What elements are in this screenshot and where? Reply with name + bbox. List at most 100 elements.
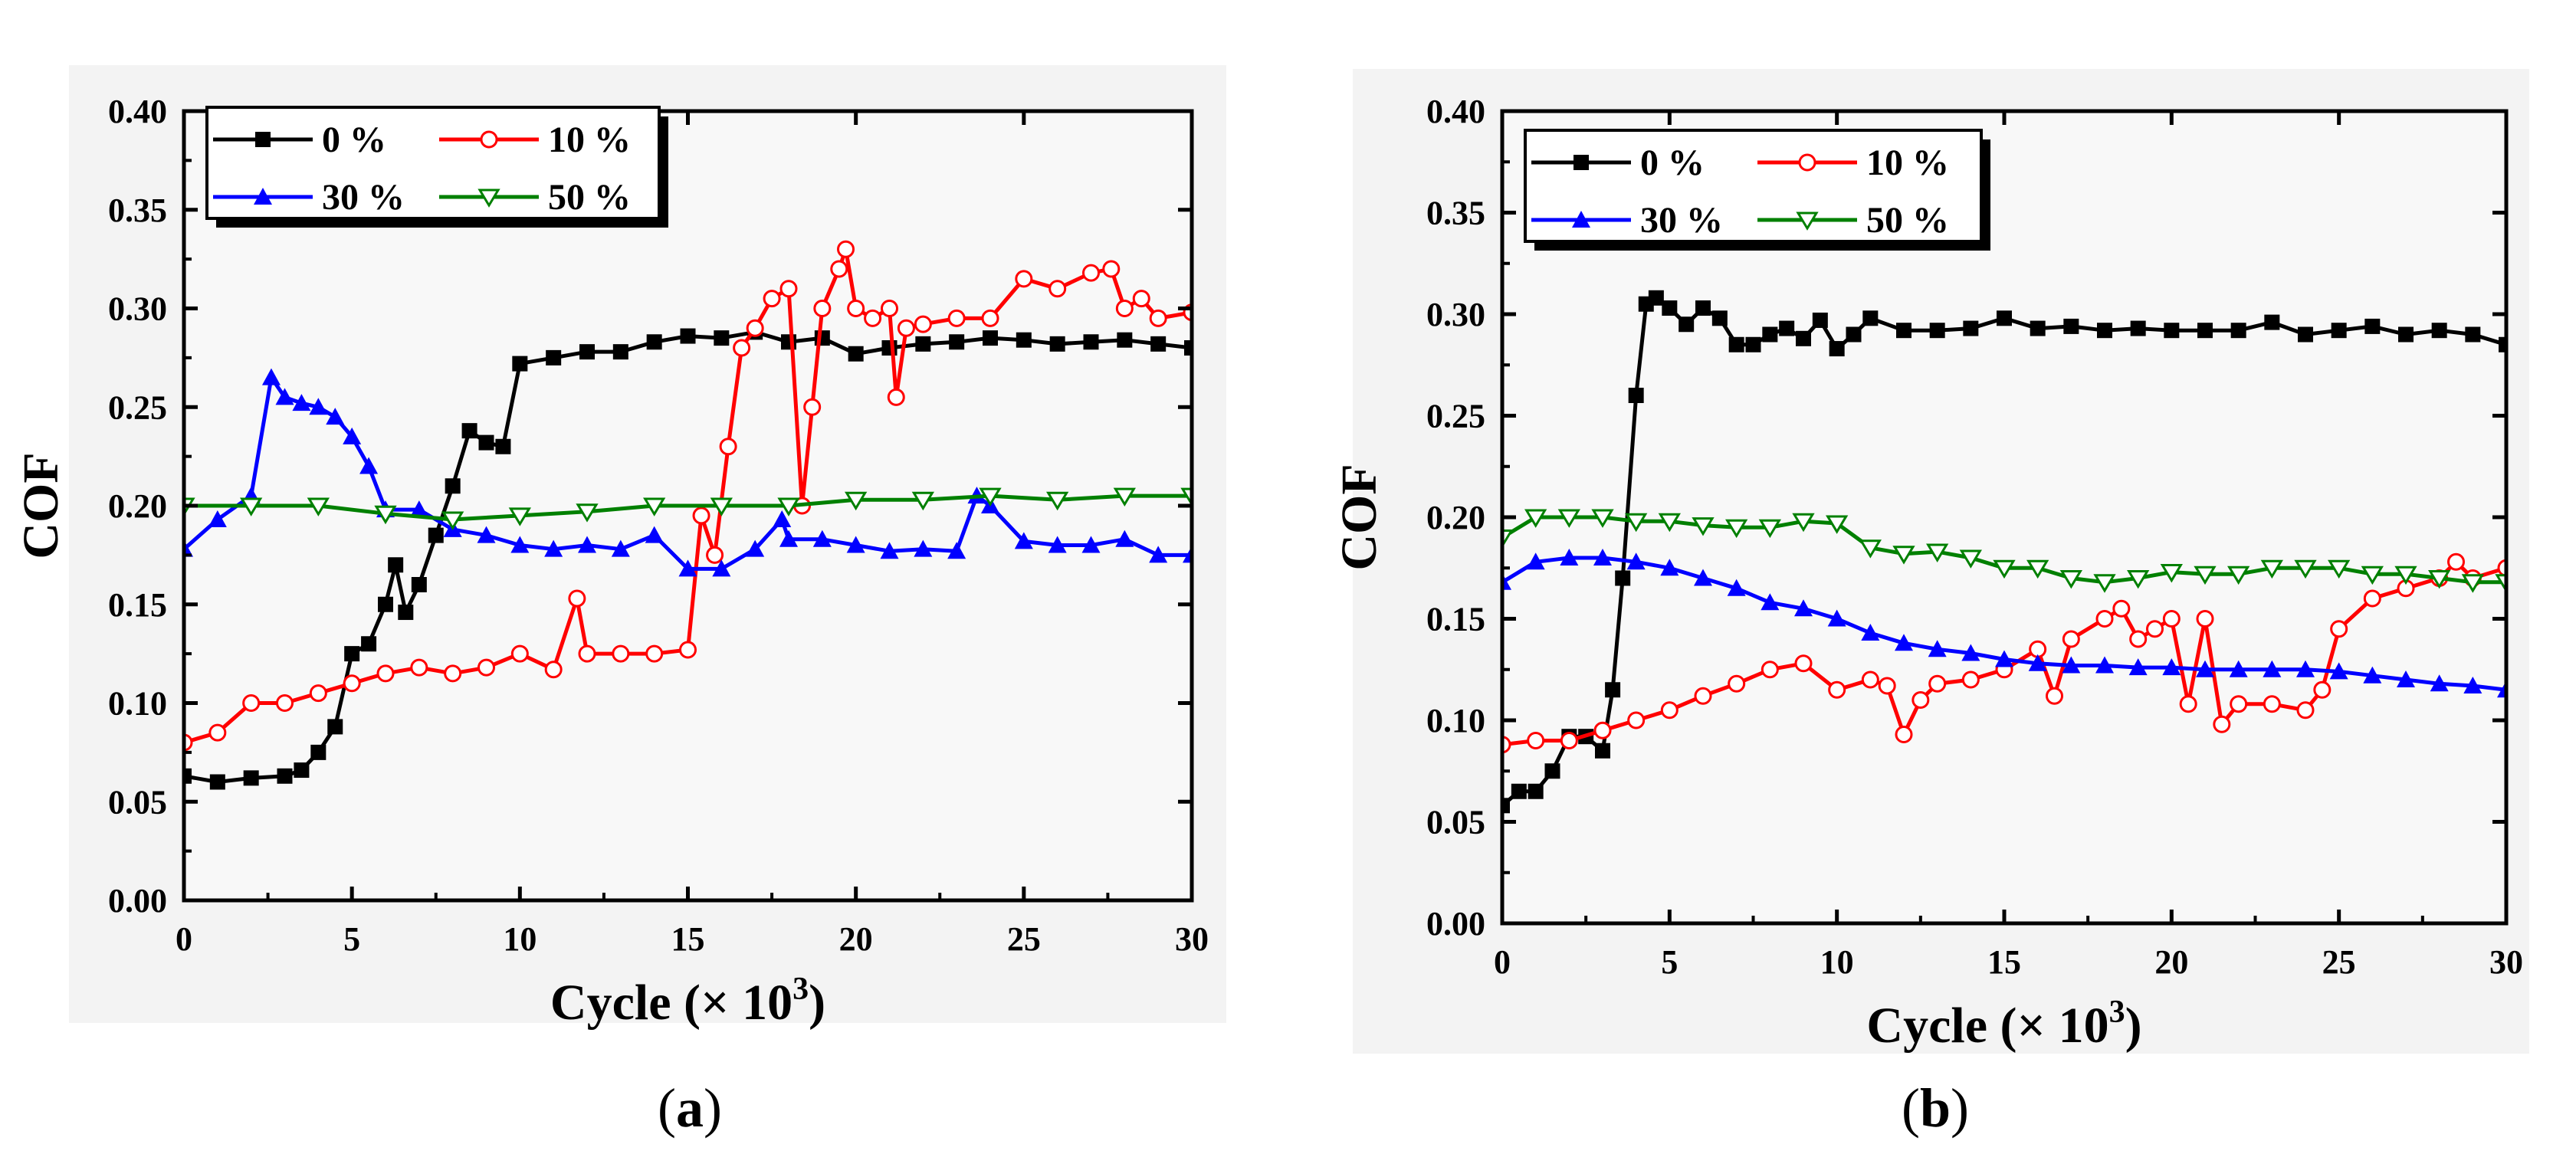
- legend-marker: [477, 189, 500, 208]
- data-point: [477, 526, 496, 543]
- data-point: [897, 319, 915, 337]
- y-tick-label: 0.15: [1426, 601, 1485, 638]
- data-point: [830, 260, 848, 278]
- data-point: [1828, 680, 1846, 699]
- data-point: [2428, 570, 2451, 589]
- data-point: [184, 539, 193, 557]
- data-point: [1895, 634, 1913, 651]
- data-point: [1846, 326, 1862, 343]
- data-point: [2229, 660, 2248, 677]
- data-point: [1859, 539, 1882, 559]
- data-point: [410, 658, 428, 677]
- data-point: [2364, 318, 2381, 334]
- x-tick-label: 10: [1820, 943, 1854, 981]
- data-point: [1694, 687, 1712, 705]
- data-point: [2447, 552, 2465, 571]
- data-point: [544, 661, 563, 679]
- data-point: [979, 487, 1002, 507]
- data-point: [307, 497, 330, 516]
- data-point: [1048, 536, 1067, 553]
- data-point: [508, 507, 531, 526]
- y-tick-label: 0.40: [108, 93, 167, 130]
- data-point: [276, 694, 294, 712]
- chart-panel-a: 0 5 10 15 20 25 30 0.00 0.05 0.10 0.15 0.20 0.25 0.30…: [13, 65, 1226, 1139]
- data-point: [544, 539, 563, 557]
- data-point: [1183, 546, 1192, 563]
- legend-marker: [254, 188, 272, 205]
- data-point: [746, 319, 764, 337]
- data-point: [1794, 654, 1813, 673]
- data-point: [2164, 323, 2180, 339]
- data-point: [1692, 517, 1715, 536]
- data-point: [763, 290, 781, 308]
- data-point: [714, 330, 730, 346]
- data-point: [1812, 312, 1828, 328]
- data-point: [779, 529, 798, 547]
- data-point: [733, 339, 751, 357]
- data-point: [240, 497, 263, 516]
- data-point: [1961, 670, 1980, 689]
- data-point: [1762, 326, 1778, 343]
- y-tick-label: 0.30: [108, 290, 167, 328]
- data-point: [1794, 599, 1813, 617]
- data-point: [2059, 570, 2082, 589]
- data-point: [1117, 332, 1133, 348]
- x-axis-label: Cycle (× 103): [1866, 995, 2141, 1054]
- data-point: [578, 644, 596, 663]
- data-point: [2112, 599, 2131, 618]
- legend-marker: [1796, 211, 1819, 231]
- data-point: [411, 577, 427, 592]
- data-point: [578, 536, 596, 553]
- data-point: [1184, 340, 1192, 356]
- legend-label: 0 %: [1640, 143, 1705, 183]
- data-point: [292, 394, 311, 411]
- data-point: [1963, 320, 1979, 336]
- panel-caption: (b): [1902, 1077, 1969, 1139]
- data-point: [1102, 260, 1121, 278]
- data-point: [1826, 515, 1849, 534]
- data-point: [1660, 559, 1679, 576]
- data-point: [1593, 721, 1612, 739]
- x-tick-label: 15: [1987, 943, 2021, 981]
- data-point: [209, 774, 225, 790]
- data-point: [1761, 661, 1779, 679]
- data-point: [512, 356, 528, 372]
- y-tick-label: 0.20: [108, 487, 167, 525]
- data-point: [915, 336, 931, 352]
- data-point: [184, 768, 192, 784]
- data-point: [746, 539, 765, 557]
- data-point: [2026, 559, 2049, 579]
- legend-marker: [1572, 211, 1590, 228]
- data-point: [2128, 658, 2148, 676]
- x-tick-label: 20: [839, 920, 873, 958]
- data-point: [2062, 656, 2081, 674]
- series-line: [184, 493, 1192, 522]
- data-point: [1150, 336, 1167, 352]
- y-tick-label: 0.30: [1426, 296, 1485, 333]
- x-tick-label: 30: [1175, 920, 1209, 958]
- data-point: [1761, 593, 1780, 611]
- data-point: [1997, 310, 2012, 326]
- data-point: [864, 309, 882, 327]
- legend-label: 30 %: [322, 177, 405, 218]
- data-point: [1115, 300, 1134, 317]
- data-point: [208, 723, 227, 742]
- legend-label: 30 %: [1640, 200, 1723, 241]
- legend-marker: [255, 132, 271, 147]
- data-point: [1694, 569, 1712, 586]
- data-point: [981, 309, 999, 327]
- data-point: [947, 309, 966, 327]
- data-point: [2363, 666, 2382, 684]
- data-point: [1725, 519, 1748, 539]
- data-point: [1115, 529, 1134, 547]
- data-point: [914, 315, 932, 333]
- data-point: [2331, 323, 2347, 339]
- data-point: [1878, 677, 1896, 695]
- data-point: [813, 300, 832, 317]
- data-point: [310, 744, 327, 760]
- data-point: [510, 536, 530, 553]
- data-point: [1014, 532, 1033, 549]
- data-point: [242, 694, 261, 712]
- data-point: [576, 503, 599, 523]
- data-point: [777, 497, 800, 516]
